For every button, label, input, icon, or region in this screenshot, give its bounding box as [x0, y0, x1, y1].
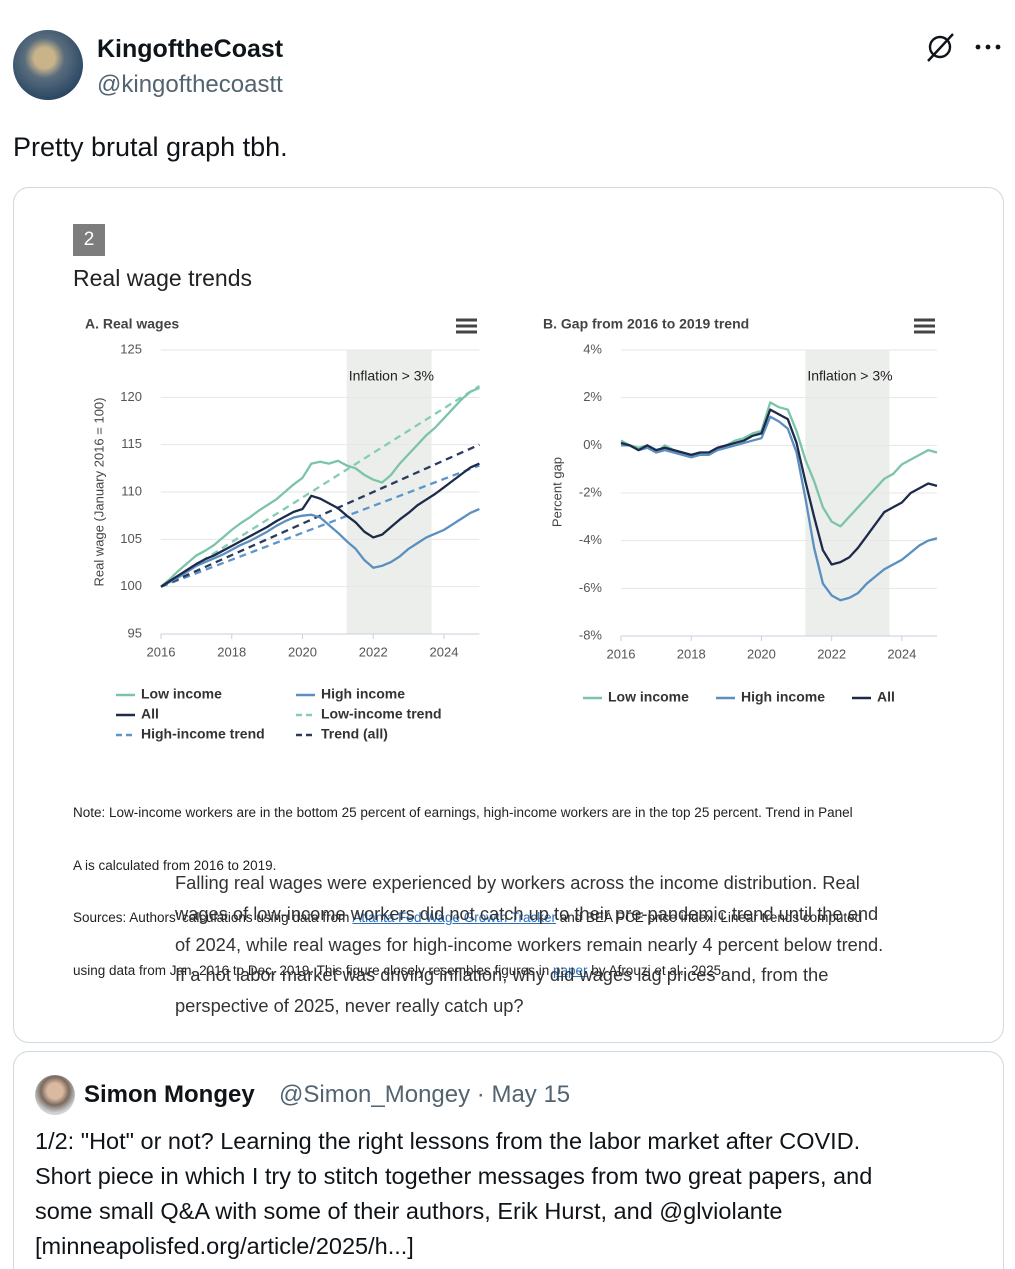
- article-line: of 2024, while real wages for high-incom…: [175, 933, 884, 955]
- trend-line: [160, 443, 480, 588]
- y-axis-label: Real wage (January 2016 = 100): [91, 398, 106, 587]
- quote-name[interactable]: Simon Mongey: [84, 1081, 255, 1108]
- x-tick-label: 2020: [288, 644, 317, 659]
- display-name[interactable]: KingoftheCoast: [97, 35, 284, 63]
- legend-label: Low income: [608, 689, 689, 705]
- y-tick-label: -6%: [579, 580, 603, 595]
- series-line: [160, 507, 480, 588]
- article-line: wages of low-income workers did not catc…: [175, 902, 879, 924]
- sources-line: using data from Jan. 2016 to Dec. 2019. …: [73, 962, 862, 980]
- note-line: Note: Low-income workers are in the bott…: [73, 805, 853, 820]
- x-tick-label: 2020: [747, 646, 776, 661]
- y-tick-label: 2%: [583, 389, 602, 404]
- quote-meta: @Simon_Mongey · May 15: [279, 1081, 571, 1108]
- series-line: [620, 408, 938, 566]
- quote-line: Short piece in which I try to stitch tog…: [35, 1163, 873, 1189]
- legend-label: High income: [321, 686, 405, 702]
- legend-label: High-income trend: [141, 726, 265, 742]
- media-card[interactable]: [13, 187, 1004, 1043]
- x-tick-label: 2022: [359, 644, 388, 659]
- y-tick-label: 115: [121, 436, 142, 451]
- handle[interactable]: @kingofthecoastt: [97, 71, 283, 98]
- y-tick-label: 95: [128, 625, 142, 640]
- more-dot[interactable]: [975, 44, 981, 50]
- x-tick-label: 2018: [217, 644, 246, 659]
- menu-icon[interactable]: [456, 318, 477, 334]
- article-line: If a hot labor market was driving inflat…: [175, 964, 829, 986]
- sources-text: Sources: Authors’ calculations using dat…: [73, 910, 353, 925]
- legend-label: All: [877, 689, 895, 705]
- x-tick-label: 2016: [147, 644, 176, 659]
- y-tick-label: 120: [120, 389, 142, 404]
- more-dot[interactable]: [985, 44, 991, 50]
- sources-text: using data from Jan. 2016 to Dec. 2019. …: [73, 962, 554, 978]
- y-tick-label: 105: [120, 531, 142, 546]
- shade-label: Inflation > 3%: [349, 368, 434, 384]
- sources-text: and BEA PCE price index. Linear trends c…: [556, 910, 863, 925]
- y-axis-label: Percent gap: [549, 457, 564, 527]
- legend-label: Low income: [141, 686, 222, 702]
- sources-link[interactable]: paper: [553, 962, 588, 978]
- post-text: Pretty brutal graph tbh.: [13, 132, 288, 162]
- article-line: Falling real wages were experienced by w…: [175, 872, 860, 893]
- x-tick-label: 2024: [887, 646, 916, 661]
- article-line: perspective of 2025, never really catch …: [175, 995, 524, 1017]
- y-tick-label: -2%: [579, 484, 603, 499]
- note-line: A is calculated from 2016 to 2019.: [73, 857, 277, 873]
- x-tick-label: 2018: [677, 646, 706, 661]
- series-line: [621, 415, 938, 602]
- sources-text: by Afrouzi et al., 2025.: [587, 962, 725, 978]
- grok-icon-slash: [927, 33, 954, 62]
- trend-line: [160, 464, 480, 588]
- y-tick-label: 0%: [583, 437, 602, 452]
- avatar[interactable]: [13, 30, 83, 100]
- legend-label: All: [141, 706, 159, 722]
- more-dot[interactable]: [995, 44, 1001, 50]
- y-tick-label: 125: [120, 341, 142, 356]
- x-tick-label: 2016: [607, 646, 636, 661]
- quote-avatar[interactable]: [35, 1075, 75, 1115]
- quote-line: 1/2: "Hot" or not? Learning the right le…: [35, 1128, 861, 1154]
- chart-title: B. Gap from 2016 to 2019 trend: [543, 316, 749, 332]
- y-tick-label: 4%: [583, 341, 602, 356]
- figure-title: Real wage trends: [73, 265, 252, 291]
- grok-icon[interactable]: [928, 35, 952, 59]
- y-tick-label: -4%: [579, 532, 603, 547]
- series-line: [160, 462, 480, 588]
- legend-label: High income: [741, 689, 825, 705]
- shade-label: Inflation > 3%: [807, 368, 892, 384]
- sources-line: Sources: Authors’ calculations using dat…: [73, 909, 862, 927]
- x-tick-label: 2024: [430, 644, 459, 659]
- y-tick-label: 100: [120, 578, 142, 593]
- figure-note: Note: Low-income workers are in the bott…: [73, 769, 862, 1014]
- article-text: Falling real wages were experienced by w…: [175, 868, 883, 1022]
- quote-line: some small Q&A with some of their author…: [35, 1198, 783, 1224]
- chart-title: A. Real wages: [85, 316, 179, 332]
- quote-card[interactable]: [13, 1051, 1004, 1269]
- quote-line: [minneapolisfed.org/article/2025/h...]: [35, 1233, 414, 1259]
- figure-number: 2: [73, 224, 105, 256]
- charts: A. Real wages Real wage (January 2016 = 1…: [85, 316, 938, 742]
- legend-label: Low-income trend: [321, 706, 442, 722]
- y-tick-label: -8%: [579, 627, 603, 642]
- header-icons: [927, 33, 1001, 62]
- legend-label: Trend (all): [321, 726, 388, 742]
- y-tick-label: 110: [121, 483, 142, 498]
- series-line: [160, 386, 480, 588]
- sources-link[interactable]: Atlanta Fed Wage Growth Tracker: [352, 910, 556, 925]
- trend-line: [160, 384, 481, 588]
- menu-icon[interactable]: [914, 318, 935, 334]
- quote-text: 1/2: "Hot" or not? Learning the right le…: [35, 1124, 872, 1264]
- x-tick-label: 2022: [817, 646, 846, 661]
